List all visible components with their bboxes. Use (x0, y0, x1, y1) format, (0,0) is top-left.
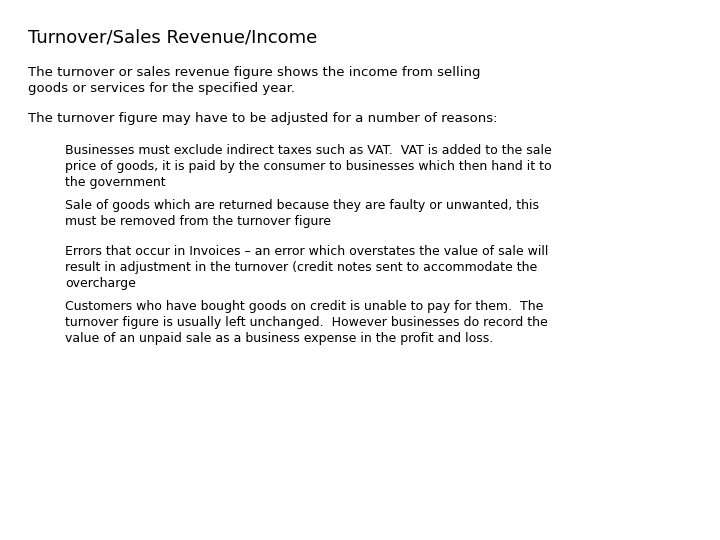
Text: Errors that occur in Invoices – an error which overstates the value of sale will: Errors that occur in Invoices – an error… (65, 245, 549, 290)
Text: Sale of goods which are returned because they are faulty or unwanted, this
must : Sale of goods which are returned because… (65, 199, 539, 228)
Text: Businesses must exclude indirect taxes such as VAT.  VAT is added to the sale
pr: Businesses must exclude indirect taxes s… (65, 144, 552, 189)
Text: The turnover or sales revenue figure shows the income from selling
goods or serv: The turnover or sales revenue figure sho… (28, 66, 480, 95)
Text: Turnover/Sales Revenue/Income: Turnover/Sales Revenue/Income (28, 28, 318, 46)
Text: Customers who have bought goods on credit is unable to pay for them.  The
turnov: Customers who have bought goods on credi… (65, 300, 548, 345)
Text: The turnover figure may have to be adjusted for a number of reasons:: The turnover figure may have to be adjus… (28, 112, 498, 125)
